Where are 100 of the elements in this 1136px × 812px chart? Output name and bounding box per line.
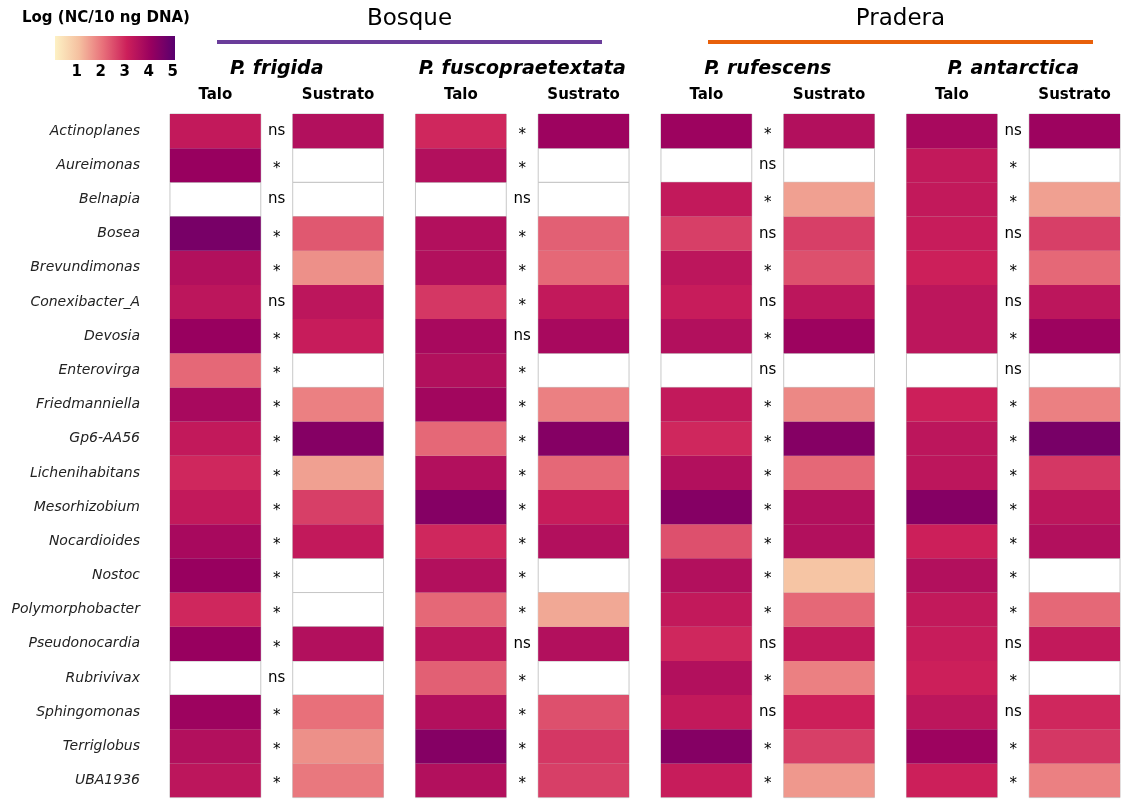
annotation: ns xyxy=(759,291,777,310)
annotation: * xyxy=(764,193,772,212)
annotation: * xyxy=(764,569,772,588)
annotation: * xyxy=(518,671,527,690)
annotation: * xyxy=(1009,466,1018,485)
annotation: * xyxy=(273,466,281,485)
annotation: * xyxy=(273,500,281,519)
annotation: * xyxy=(273,535,281,554)
y-tick-label: Sphingomonas xyxy=(36,702,140,719)
annotation: * xyxy=(518,227,527,246)
annotation: ns xyxy=(268,120,286,139)
annotation: * xyxy=(764,500,772,519)
annotation: * xyxy=(764,432,772,451)
x-tick-label: Talo xyxy=(198,84,233,103)
annotation: * xyxy=(1009,740,1018,759)
annotation: ns xyxy=(268,291,286,310)
annotation: * xyxy=(764,330,772,349)
annotation: ns xyxy=(759,633,777,652)
annotation: * xyxy=(764,740,772,759)
annotation: * xyxy=(518,261,527,280)
annotation: * xyxy=(764,671,772,690)
annotation: * xyxy=(518,535,527,554)
x-tick-label: Sustrato xyxy=(792,84,866,103)
y-tick-label: Nostoc xyxy=(91,566,141,583)
y-tick-label: Rubrivivax xyxy=(65,668,141,685)
y-tick-label: Friedmanniella xyxy=(35,395,140,412)
annotation: ns xyxy=(268,189,286,208)
y-tick-label: Bosea xyxy=(97,224,140,241)
annotation: * xyxy=(273,637,281,656)
annotation: ns xyxy=(513,326,532,345)
annotation: * xyxy=(273,261,281,280)
y-tick-label: Belnapia xyxy=(79,190,140,207)
annotation: * xyxy=(764,398,772,417)
annotation: * xyxy=(518,500,527,519)
y-tick-label: Brevundimonas xyxy=(30,258,140,275)
annotation: * xyxy=(518,432,527,451)
annotation: * xyxy=(273,706,281,725)
y-tick-label: Conexibacter_A xyxy=(30,292,140,309)
y-tick-label: Nocardioides xyxy=(48,531,140,548)
annotation: * xyxy=(518,740,527,759)
annotation: * xyxy=(273,569,281,588)
color-bar-label: 2 xyxy=(94,62,107,80)
annotation: * xyxy=(273,227,281,246)
y-tick-label: UBA1936 xyxy=(74,771,141,788)
annotation: ns xyxy=(513,633,532,652)
x-tick-label: Talo xyxy=(689,84,724,103)
annotation: * xyxy=(764,774,772,793)
text: P. frigida xyxy=(229,56,324,78)
x-tick-label: Talo xyxy=(934,84,969,103)
text: Bosque xyxy=(365,4,454,30)
annotation: * xyxy=(273,432,281,451)
annotation: * xyxy=(1009,671,1018,690)
annotation: ns xyxy=(759,702,777,721)
y-tick-label: Lichenihabitans xyxy=(29,463,140,480)
annotation: * xyxy=(518,774,527,793)
annotation: * xyxy=(764,603,772,622)
annotation: ns xyxy=(759,155,777,174)
text: Pradera xyxy=(854,4,947,30)
annotation: ns xyxy=(1004,633,1023,652)
annotation: * xyxy=(1009,774,1018,793)
annotation: * xyxy=(518,295,527,314)
annotation: * xyxy=(1009,535,1018,554)
y-tick-label: Gp6-AA56 xyxy=(69,429,141,446)
y-tick-label: Polymorphobacter xyxy=(11,600,142,617)
annotation: * xyxy=(764,466,772,485)
annotation: ns xyxy=(1004,223,1023,242)
annotation: * xyxy=(518,603,527,622)
annotation: * xyxy=(764,261,772,280)
annotation: ns xyxy=(1004,360,1023,379)
annotation: * xyxy=(1009,159,1018,178)
annotation: * xyxy=(1009,398,1018,417)
annotation: ns xyxy=(513,189,532,208)
annotation: * xyxy=(273,398,281,417)
annotation: ns xyxy=(1004,702,1023,721)
x-tick-label: Sustrato xyxy=(1038,84,1111,103)
x-tick-label: Talo xyxy=(443,84,478,103)
annotation: * xyxy=(1009,569,1018,588)
color-bar-label: 4 xyxy=(142,62,155,80)
annotation: * xyxy=(764,124,772,143)
annotation: * xyxy=(518,124,527,143)
annotation: ns xyxy=(759,360,777,379)
annotation: * xyxy=(764,535,772,554)
x-tick-label: Sustrato xyxy=(547,84,620,103)
y-tick-label: Terriglobus xyxy=(62,736,140,753)
annotation: ns xyxy=(268,667,286,686)
annotation: * xyxy=(518,398,527,417)
annotation: * xyxy=(1009,432,1018,451)
text: P. rufescens xyxy=(703,56,833,78)
annotation: ns xyxy=(759,223,777,242)
annotation: * xyxy=(1009,603,1018,622)
color-bar-label: 3 xyxy=(118,62,131,80)
annotation: * xyxy=(1009,193,1018,212)
text: P. antarctica xyxy=(946,56,1080,78)
annotation: * xyxy=(1009,500,1018,519)
x-tick-label: Sustrato xyxy=(301,84,375,103)
annotation: * xyxy=(273,603,281,622)
annotation: * xyxy=(273,740,281,759)
text: P. fuscopraetextata xyxy=(417,56,627,78)
annotation: * xyxy=(273,330,281,349)
annotation: * xyxy=(1009,330,1018,349)
